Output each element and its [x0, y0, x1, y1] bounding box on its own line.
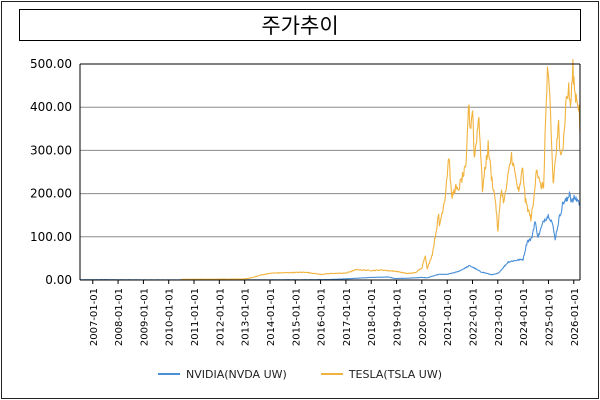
series-line-nvidia: [79, 191, 581, 281]
x-tick-labels: 2007-01-01 2008-01-01 2009-01-01 2010-01-01…: [89, 280, 581, 346]
legend-swatch-nvidia: [158, 373, 180, 375]
x-tick-label: 2026-01-01: [570, 288, 581, 346]
x-tick-label: 2019-01-01: [393, 288, 404, 346]
x-tick-label: 2018-01-01: [367, 288, 378, 346]
x-tick-label: 2014-01-01: [266, 288, 277, 346]
x-tick-label: 2015-01-01: [291, 288, 302, 346]
legend-label-tesla: TESLA(TSLA UW): [348, 367, 442, 381]
x-tick-label: 2011-01-01: [190, 288, 201, 346]
x-tick-label: 2009-01-01: [139, 288, 150, 346]
x-tick-label: 2025-01-01: [544, 288, 555, 346]
chart-title: 주가추이: [261, 14, 339, 38]
y-tick-label: 0.00: [45, 273, 72, 287]
x-tick-label: 2024-01-01: [519, 288, 530, 346]
legend: NVIDIA(NVDA UW) TESLA(TSLA UW): [0, 364, 600, 384]
y-tick-label: 300.00: [30, 143, 72, 157]
x-tick-label: 2021-01-01: [443, 288, 454, 346]
x-tick-label: 2013-01-01: [241, 288, 252, 346]
y-tick-label: 400.00: [30, 100, 72, 114]
y-tick-label: 100.00: [30, 230, 72, 244]
x-tick-label: 2023-01-01: [494, 288, 505, 346]
legend-item-nvidia: NVIDIA(NVDA UW): [158, 368, 287, 381]
y-tick-label: 500.00: [30, 57, 72, 71]
series-line-tesla: [181, 58, 581, 280]
x-tick-label: 2012-01-01: [215, 288, 226, 346]
x-tick-label: 2017-01-01: [342, 288, 353, 346]
y-tick-label: 200.00: [30, 187, 72, 201]
legend-label-nvidia: NVIDIA(NVDA UW): [186, 367, 287, 381]
y-tick-labels: 0.00 100.00 200.00 300.00 400.00 500.00: [30, 57, 72, 287]
axes: [79, 63, 581, 281]
x-tick-label: 2020-01-01: [418, 288, 429, 346]
chart-title-box: 주가추이: [19, 9, 581, 41]
x-tick-label: 2007-01-01: [89, 288, 100, 346]
x-tick-label: 2008-01-01: [114, 288, 125, 346]
series-lines: [79, 58, 581, 281]
gridlines: [80, 63, 580, 238]
legend-item-tesla: TESLA(TSLA UW): [320, 367, 442, 381]
x-tick-label: 2010-01-01: [165, 288, 176, 346]
legend-swatch-tesla: [320, 373, 343, 375]
x-tick-label: 2016-01-01: [317, 288, 328, 346]
x-tick-label: 2022-01-01: [469, 288, 480, 346]
